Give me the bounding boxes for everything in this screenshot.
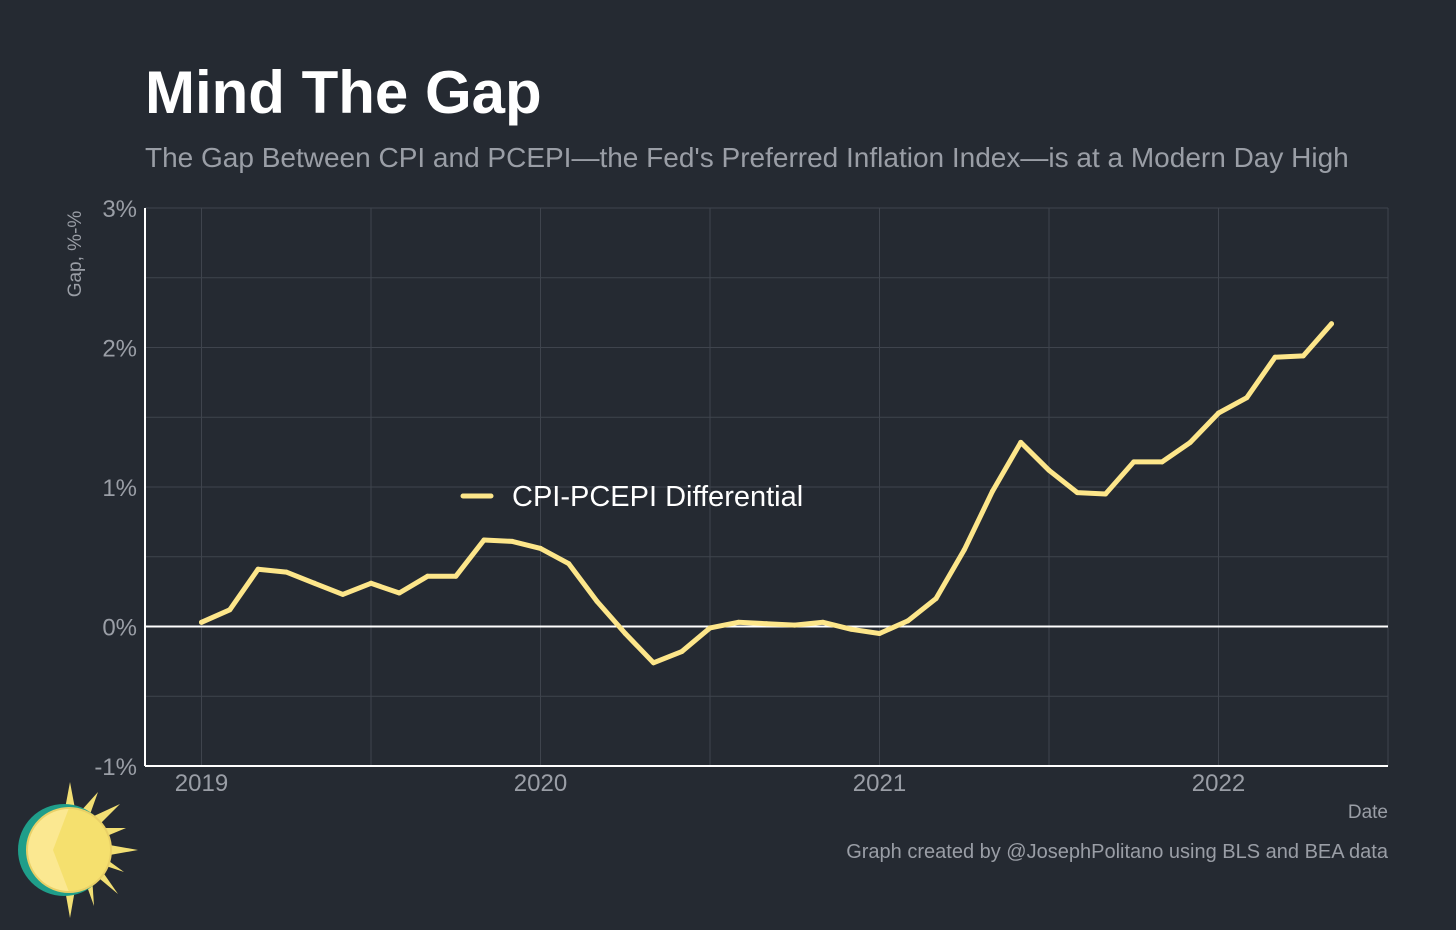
data-point	[1046, 467, 1052, 473]
data-point	[1329, 321, 1334, 327]
data-point	[283, 569, 289, 575]
data-point	[848, 626, 854, 632]
y-tick-label: 0%	[102, 615, 137, 642]
data-point	[1159, 459, 1165, 465]
sun-logo-icon	[18, 782, 138, 918]
y-tick-label: 1%	[102, 475, 137, 502]
data-point	[651, 660, 656, 666]
data-point	[1018, 439, 1024, 445]
x-tick-label: 2021	[853, 770, 906, 797]
data-point	[905, 618, 911, 624]
chart-subtitle: The Gap Between CPI and PCEPI—the Fed's …	[145, 142, 1349, 173]
data-point	[199, 619, 204, 625]
data-point	[820, 619, 826, 625]
data-point	[227, 607, 233, 613]
legend-label: CPI-PCEPI Differential	[512, 481, 803, 513]
y-tick-label: 2%	[102, 336, 137, 363]
data-point	[1272, 354, 1278, 360]
data-point	[1300, 353, 1306, 359]
legend: CPI-PCEPI Differential	[460, 481, 803, 513]
x-axis-title: Date	[1348, 802, 1388, 823]
data-point	[453, 573, 459, 579]
data-point	[509, 538, 515, 544]
axes	[144, 208, 1388, 767]
data-point	[255, 566, 261, 572]
data-point	[792, 622, 798, 628]
data-point	[312, 580, 317, 586]
data-point	[1074, 490, 1080, 496]
data-point	[594, 598, 600, 604]
data-point	[538, 545, 543, 551]
data-point	[368, 580, 374, 586]
data-point	[877, 630, 882, 636]
data-point	[679, 649, 685, 655]
data-point	[481, 537, 487, 543]
data-point	[1244, 395, 1250, 401]
tick-labels: -1% 0% 1% 2% 3% 2019 2020 2021 2022 Date Gap, %-%	[65, 196, 1388, 823]
data-point	[990, 488, 995, 494]
data-point	[961, 547, 967, 553]
x-tick-label: 2019	[175, 770, 228, 797]
data-point	[1103, 491, 1108, 497]
data-point	[933, 596, 939, 602]
data-point	[425, 573, 430, 579]
gridlines	[145, 207, 1389, 767]
x-tick-label: 2022	[1192, 770, 1245, 797]
y-tick-label: 3%	[102, 196, 137, 223]
x-tick-label: 2020	[514, 770, 567, 797]
data-point	[566, 561, 572, 567]
data-point	[1187, 439, 1193, 445]
data-point	[1216, 410, 1221, 416]
y-tick-label: -1%	[94, 754, 137, 781]
data-point	[396, 590, 402, 596]
source-caption: Graph created by @JosephPolitano using B…	[846, 841, 1388, 863]
data-point	[340, 591, 346, 597]
data-point	[764, 621, 769, 627]
data-point	[707, 625, 713, 631]
data-point	[735, 619, 741, 625]
data-point	[622, 630, 628, 636]
chart-title: Mind The Gap	[145, 59, 542, 126]
y-axis-title: Gap, %-%	[65, 211, 86, 298]
data-point	[1131, 459, 1137, 465]
series	[199, 321, 1334, 666]
